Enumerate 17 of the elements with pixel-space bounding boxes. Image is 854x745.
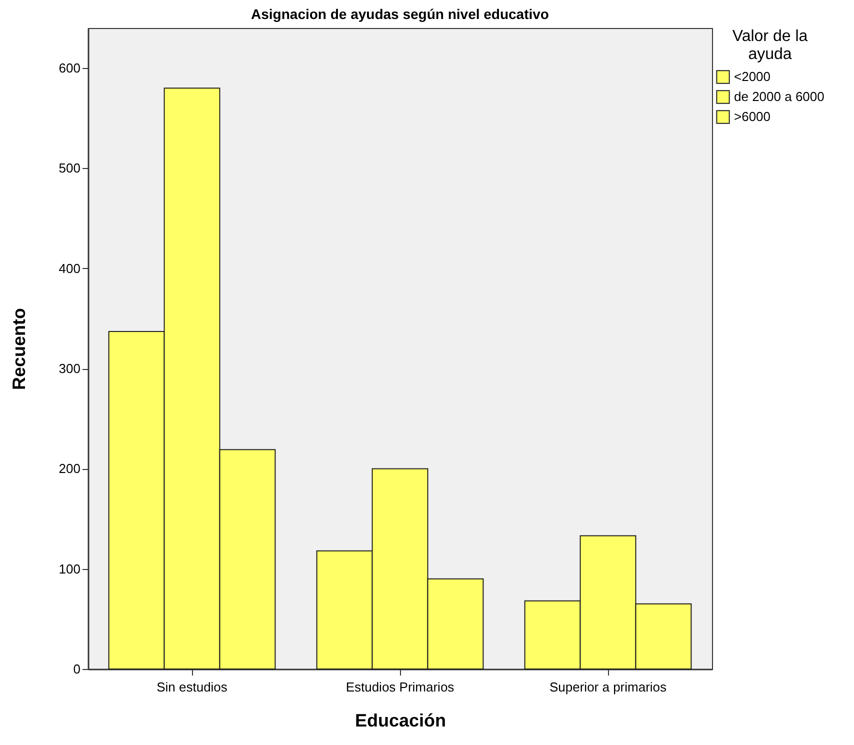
x-tick-label: Sin estudios	[156, 680, 228, 694]
y-tick-label: 600	[58, 60, 80, 76]
y-tick-label: 500	[58, 160, 80, 176]
y-tick-label: 100	[58, 561, 80, 576]
legend-label: >6000	[734, 109, 771, 124]
y-axis-title: Recuento	[8, 308, 29, 390]
chart-title: Asignacion de ayudas según nivel educativo	[251, 6, 549, 22]
x-axis-title: Educación	[354, 710, 446, 730]
y-tick-label: 0	[73, 662, 80, 676]
y-tick-label: 400	[58, 260, 80, 276]
legend-label: <2000	[734, 69, 771, 84]
x-tick-label: Estudios Primarios	[346, 680, 455, 694]
y-tick-label: 300	[58, 361, 80, 376]
x-tick-label: Superior a primarios	[549, 680, 668, 694]
legend-label: de 2000 a 6000	[734, 89, 824, 104]
legend-title: Valor de la ayuda	[732, 28, 808, 63]
y-tick-label: 200	[58, 461, 80, 476]
